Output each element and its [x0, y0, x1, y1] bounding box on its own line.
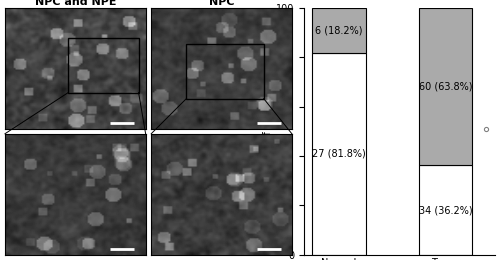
Bar [68, 38, 138, 93]
Y-axis label: Proportion of patients (%): Proportion of patients (%) [263, 68, 273, 194]
Bar [312, 8, 366, 53]
Title: NPC: NPC [209, 0, 234, 7]
Bar [186, 44, 264, 99]
Text: 6 (18.2%): 6 (18.2%) [316, 25, 363, 35]
Text: 34 (36.2%): 34 (36.2%) [419, 205, 472, 215]
Title: NPC and NPE: NPC and NPE [34, 0, 116, 7]
Text: 60 (63.8%): 60 (63.8%) [419, 82, 472, 92]
Bar [312, 53, 366, 255]
Bar [419, 165, 472, 255]
Text: 27 (81.8%): 27 (81.8%) [312, 149, 366, 159]
Bar [419, 8, 472, 165]
